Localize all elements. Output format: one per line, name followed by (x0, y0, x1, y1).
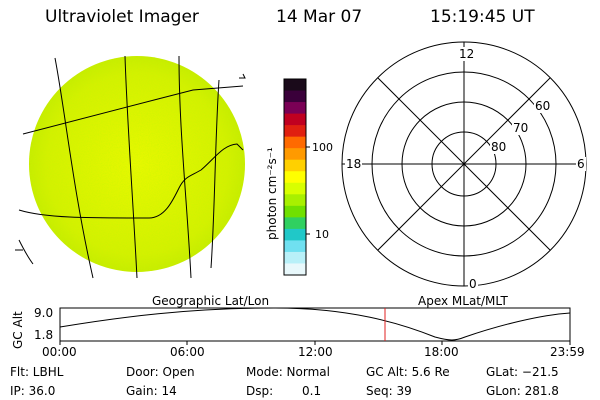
color-scale-stripes (284, 79, 306, 276)
colorbar-stripe (284, 263, 306, 276)
colorbar-stripe (284, 159, 306, 172)
dsp-label: Dsp: (246, 384, 274, 398)
colorbar-tick-100: 100 (312, 141, 333, 154)
y-tick-9: 9.0 (34, 306, 54, 320)
mode-status: Mode: Normal (246, 365, 330, 379)
colorbar-unit-label: photon cm⁻²s⁻¹ (265, 147, 279, 240)
colorbar-stripe (284, 79, 306, 92)
gc-altitude: GC Alt: 5.6 Re (366, 365, 450, 379)
ip-value: IP: 36.0 (10, 384, 56, 398)
x-tick-1800: 18:00 (424, 345, 459, 359)
x-tick-0000: 00:00 (42, 345, 77, 359)
polar-label-12: 12 (458, 47, 476, 61)
polar-label-0: 0 (468, 277, 478, 291)
colorbar-stripe (284, 182, 306, 195)
apex-coord-label: Apex MLat/MLT (418, 294, 508, 308)
polar-plot (341, 41, 587, 287)
colorbar-stripe (284, 113, 306, 126)
instrument-title: Ultraviolet Imager (45, 7, 199, 27)
geographic-grid (15, 55, 246, 279)
colorbar-tick-10: 10 (315, 228, 329, 241)
colorbar-stripe (284, 217, 306, 230)
colorbar-stripe (284, 148, 306, 161)
colorbar-stripe (284, 171, 306, 184)
date-label: 14 Mar 07 (276, 7, 363, 27)
gain-value: Gain: 14 (126, 384, 177, 398)
colorbar-stripe (284, 194, 306, 207)
polar-label-18: 18 (345, 157, 363, 171)
x-tick-0600: 06:00 (170, 345, 205, 359)
lat-label-70: 70 (512, 121, 530, 135)
door-status: Door: Open (126, 365, 195, 379)
colorbar-stripe (284, 228, 306, 242)
x-tick-2359: 23:59 (550, 345, 585, 359)
polar-label-6: 6 (576, 157, 586, 171)
colorbar-stripe (284, 125, 306, 138)
uv-image-panel (15, 55, 246, 279)
colorbar-stripe (284, 102, 306, 115)
lat-label-60: 60 (534, 99, 552, 113)
geographic-latitude: GLat: −21.5 (486, 365, 559, 379)
colorbar-stripe (284, 136, 306, 149)
gc-alt-axis-label: GC Alt (11, 311, 25, 349)
lat-label-80: 80 (490, 140, 508, 154)
flight-filter: Flt: LBHL (10, 365, 64, 379)
dsp-value: 0.1 (302, 384, 322, 398)
geographic-longitude: GLon: 281.8 (486, 384, 559, 398)
colorbar-stripe (284, 240, 306, 253)
y-tick-1-8: 1.8 (34, 328, 54, 342)
sequence-number: Seq: 39 (366, 384, 412, 398)
time-label: 15:19:45 UT (430, 7, 535, 27)
geographic-coord-label: Geographic Lat/Lon (152, 294, 270, 308)
colorbar-stripe (284, 251, 306, 265)
orbit-altitude-strip (59, 307, 571, 345)
color-scale-bar (283, 78, 310, 276)
image-disk (29, 56, 245, 272)
x-tick-1200: 12:00 (298, 345, 333, 359)
colorbar-stripe (284, 205, 306, 218)
colorbar-stripe (284, 90, 306, 103)
